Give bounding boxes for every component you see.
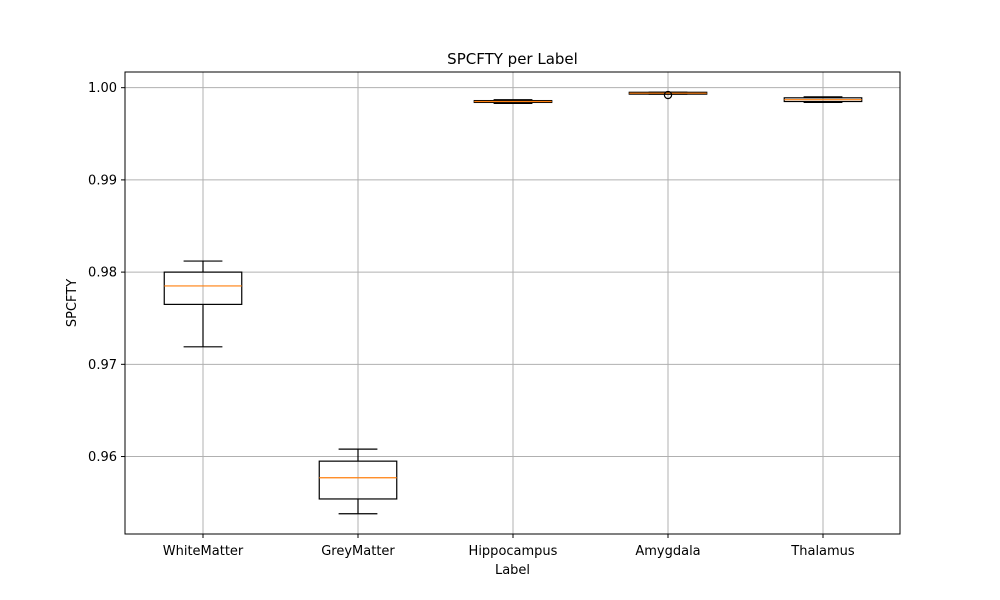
box-group-whitematter [163, 260, 243, 348]
iqr-box [318, 460, 398, 500]
box-group-greymatter [318, 448, 398, 515]
x-axis-title: Label [495, 563, 530, 578]
x-tick-label: WhiteMatter [163, 544, 244, 559]
y-tick-label: 1.00 [88, 81, 117, 96]
iqr-box [163, 271, 243, 305]
outlier-point [663, 90, 673, 100]
x-tick-label: GreyMatter [321, 544, 395, 559]
y-axis-title: SPCFTY [65, 279, 80, 327]
y-tick-label: 0.98 [88, 266, 117, 281]
box-group-thalamus [783, 96, 863, 104]
y-tick-label: 0.99 [88, 173, 117, 188]
axis-ticks: 0.96 0.97 0.98 0.99 1.00 WhiteMatter GreyMatte… [88, 81, 855, 559]
x-tick-label: Amygdala [635, 544, 700, 559]
y-tick-label: 0.96 [88, 450, 117, 465]
chart-title: SPCFTY per Label [447, 50, 578, 68]
y-tick-label: 0.97 [88, 358, 117, 373]
x-tick-label: Thalamus [790, 544, 855, 559]
box-group-hippocampus [473, 99, 553, 104]
x-tick-label: Hippocampus [469, 544, 558, 559]
box-series [163, 90, 863, 515]
grid-lines [125, 72, 900, 534]
box-group-amygdala [628, 90, 708, 100]
